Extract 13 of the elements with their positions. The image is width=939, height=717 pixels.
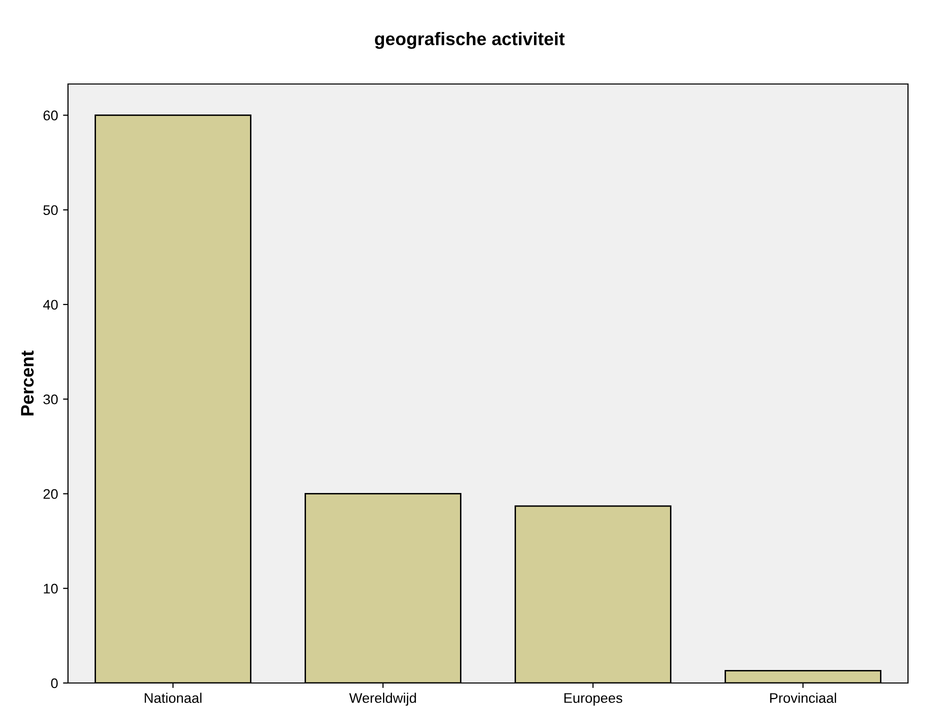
x-tick-label: Wereldwijd bbox=[349, 692, 416, 706]
y-tick-label: 10 bbox=[44, 584, 58, 594]
x-tick-label: Provinciaal bbox=[770, 692, 836, 703]
y-tick-label: 40 bbox=[43, 300, 58, 310]
y-tick-label: 60 bbox=[44, 110, 58, 120]
y-axis-title: Percent bbox=[21, 350, 34, 416]
y-tick-label: 50 bbox=[43, 205, 58, 216]
y-tick-label: 0 bbox=[51, 678, 58, 688]
x-tick-label: Europees bbox=[564, 693, 622, 706]
y-tick-label: 20 bbox=[44, 489, 58, 499]
chart-title: geografische activiteit bbox=[374, 32, 565, 49]
x-tick-label: Nationaal bbox=[144, 692, 202, 703]
y-tick-label: 30 bbox=[43, 394, 58, 404]
